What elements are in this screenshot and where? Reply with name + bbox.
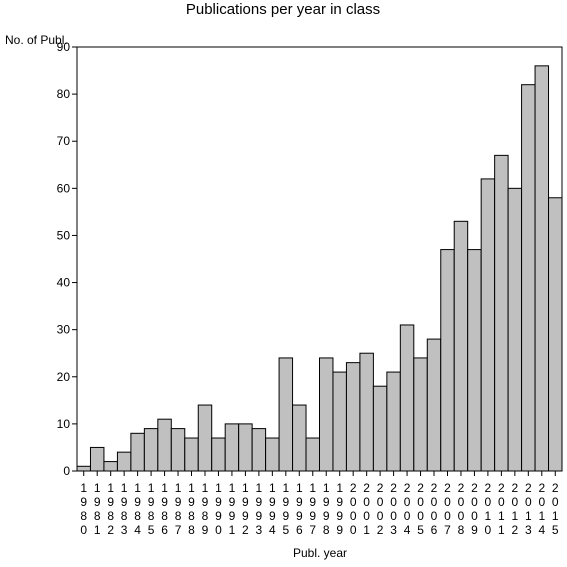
bar-1991 bbox=[224, 423, 240, 472]
bar-1985 bbox=[143, 428, 159, 472]
y-axis-ticks: 0 10 20 30 40 50 60 70 80 90 bbox=[57, 40, 77, 478]
bar-2014 bbox=[534, 65, 550, 472]
y-tick-label: 70 bbox=[57, 134, 71, 148]
bar-1981 bbox=[89, 446, 105, 472]
bar-2008 bbox=[453, 220, 469, 472]
bar-2005 bbox=[413, 357, 428, 472]
y-tick-label: 60 bbox=[57, 181, 71, 195]
bar-2004 bbox=[399, 324, 415, 472]
plot-frame bbox=[76, 46, 563, 472]
bar-2007 bbox=[440, 249, 455, 472]
bar-2015 bbox=[548, 197, 563, 472]
y-tick-label: 10 bbox=[57, 417, 71, 431]
bar-2000 bbox=[345, 362, 361, 472]
bar-1980 bbox=[76, 465, 91, 472]
y-tick-label: 40 bbox=[57, 276, 71, 290]
bar-1983 bbox=[116, 451, 132, 472]
bar-1993 bbox=[251, 428, 267, 472]
bar-1994 bbox=[265, 437, 280, 472]
x-axis-ticks: 1 9 8 0 1 9 8 1 1 9 8 2 1 9 8 3 1 9 8 4 1 9 8 5 1 9 8 6 1 9 8 7 1 9 8 8 1 9 8 9… bbox=[80, 471, 559, 537]
y-tick-label: 30 bbox=[57, 323, 71, 337]
bar-1988 bbox=[184, 437, 199, 472]
bar-1997 bbox=[305, 437, 320, 472]
bar-2010 bbox=[480, 178, 496, 472]
bar-2001 bbox=[359, 352, 374, 472]
y-tick-label: 50 bbox=[57, 228, 71, 242]
y-tick-label: 80 bbox=[57, 87, 71, 101]
bar-1990 bbox=[211, 437, 226, 472]
bar-1999 bbox=[332, 371, 347, 472]
y-tick-label: 0 bbox=[63, 464, 70, 478]
bar-2002 bbox=[372, 385, 388, 472]
y-tick-label: 20 bbox=[57, 370, 71, 384]
bar-1992 bbox=[238, 423, 253, 472]
chart-title: Publications per year in class bbox=[186, 1, 380, 18]
bar-1982 bbox=[103, 461, 118, 472]
y-tick-label: 90 bbox=[57, 40, 71, 54]
bar-2012 bbox=[507, 187, 523, 472]
bar-2011 bbox=[494, 154, 509, 472]
x-axis-label: Publ. year bbox=[293, 546, 347, 560]
bar-1995 bbox=[278, 357, 294, 472]
bar-1984 bbox=[130, 432, 145, 472]
bar-1987 bbox=[170, 428, 186, 472]
y-axis-label: No. of Publ. bbox=[5, 33, 68, 47]
bar-1986 bbox=[157, 418, 172, 472]
bar-2009 bbox=[467, 249, 482, 472]
bar-2006 bbox=[426, 338, 442, 472]
bars-group bbox=[76, 65, 563, 472]
bar-2013 bbox=[521, 84, 536, 472]
bar-1998 bbox=[319, 357, 334, 472]
bar-1989 bbox=[197, 404, 213, 472]
bar-2003 bbox=[386, 371, 401, 472]
bar-1996 bbox=[292, 404, 307, 472]
